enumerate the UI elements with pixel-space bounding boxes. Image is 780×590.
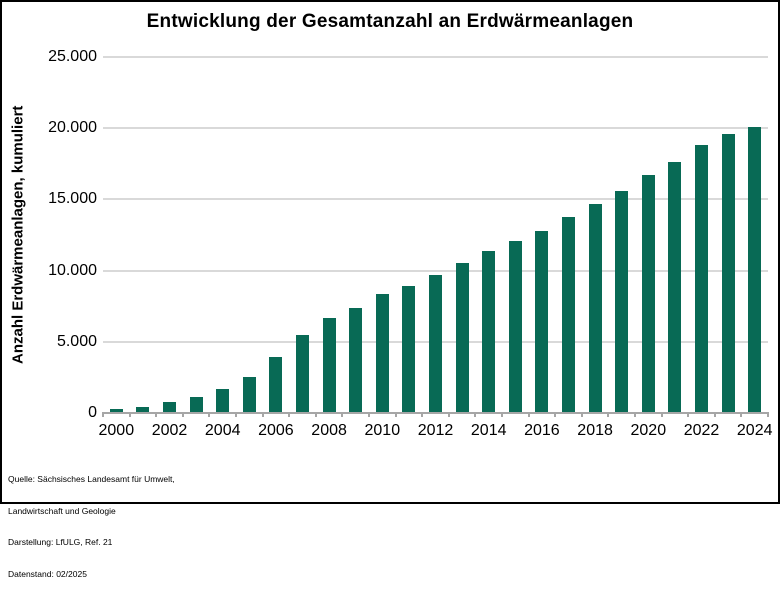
bar-2022 [695, 145, 708, 413]
source-line: Quelle: Sächsisches Landesamt für Umwelt… [8, 474, 175, 484]
gridline [103, 127, 768, 130]
x-axis-tick [394, 412, 397, 417]
x-axis-tick-label: 2010 [364, 422, 401, 439]
x-axis-tick-label: 2000 [98, 422, 135, 439]
bar-2007 [296, 335, 309, 413]
source-line: Datenstand: 02/2025 [8, 568, 87, 579]
x-axis-tick [527, 412, 530, 417]
x-axis-tick [767, 412, 769, 417]
bar-2014 [482, 251, 496, 413]
x-axis-tick [314, 412, 317, 417]
x-axis-tick [501, 412, 503, 417]
y-axis-tick-label: 10.000 [48, 261, 97, 279]
bar-2005 [242, 376, 256, 413]
bar-2010 [375, 294, 389, 413]
x-axis-tick [447, 412, 450, 417]
bar-2012 [429, 274, 442, 413]
x-axis-tick-label: 2002 [151, 422, 188, 439]
y-axis-tick-label: 5.000 [56, 332, 97, 350]
x-axis-tick [580, 412, 583, 417]
bar-2013 [455, 262, 469, 413]
bar-2018 [588, 203, 602, 413]
x-axis-tick [155, 412, 158, 417]
x-axis-tick [740, 412, 743, 417]
y-axis-tick-label: 15.000 [48, 190, 97, 208]
x-axis-tick [208, 412, 211, 417]
x-axis-tick-label: 2004 [204, 422, 241, 439]
x-axis-tick-label: 2008 [311, 422, 347, 439]
x-axis-tick [554, 412, 557, 417]
x-axis-tick [235, 412, 237, 417]
x-axis-tick-label: 2018 [577, 422, 613, 439]
bar-2024 [748, 126, 762, 413]
x-axis-tick [181, 412, 184, 417]
x-axis-tick-label: 2024 [736, 422, 773, 439]
x-axis-line [103, 412, 768, 414]
gridline [103, 269, 768, 272]
x-axis-tick-label: 2022 [683, 422, 720, 439]
x-axis-tick [660, 412, 663, 417]
bar-2009 [349, 307, 363, 413]
x-axis-tick [421, 412, 424, 417]
bar-2017 [562, 217, 575, 413]
image-border [0, 0, 780, 504]
x-axis-tick [634, 412, 636, 417]
x-axis-tick [607, 412, 610, 417]
bar-2021 [668, 161, 682, 413]
bar-2011 [402, 285, 416, 413]
x-axis-tick [261, 412, 264, 417]
source-line: Darstellung: LfULG, Ref. 21 [8, 537, 113, 547]
x-axis-tick-label: 2006 [258, 422, 294, 439]
x-axis-tick [687, 412, 690, 417]
x-axis-tick [368, 412, 370, 417]
bar-2001 [136, 406, 150, 413]
x-axis-tick [474, 412, 477, 417]
y-axis-tick-label: 0 [88, 404, 97, 421]
bar-2020 [641, 175, 655, 413]
source-note: Quelle: Sächsisches Landesamt für Umwelt… [8, 453, 175, 590]
x-axis-tick [713, 412, 716, 417]
bar-2004 [216, 388, 230, 413]
chart-title: Entwicklung der Gesamtanzahl an Erdwärme… [146, 11, 634, 32]
x-axis-tick-label: 2012 [417, 422, 454, 439]
bar-2002 [163, 402, 176, 413]
gridline [103, 56, 768, 58]
y-axis-tick-label: 20.000 [48, 119, 97, 137]
y-axis-tick-label: 25.000 [48, 48, 97, 65]
bar-2003 [189, 396, 203, 413]
x-axis-tick-label: 2016 [524, 422, 560, 439]
x-axis-tick [288, 412, 291, 417]
x-axis-tick-label: 2020 [630, 422, 667, 439]
gridline [103, 198, 768, 201]
bar-2015 [508, 240, 522, 413]
bar-2016 [535, 230, 549, 413]
source-line: Landwirtschaft und Geologie [8, 505, 116, 516]
plot-area: 0 5.000 10.000 15.000 20.000 25.000 2000 2002 20… [48, 48, 773, 439]
bar-2008 [322, 318, 336, 413]
bar-2019 [615, 190, 629, 413]
x-axis-tick [341, 412, 344, 417]
x-axis-tick [102, 412, 104, 417]
x-axis-tick-label: 2014 [470, 422, 507, 439]
bar-2023 [721, 133, 735, 413]
x-axis-tick [128, 412, 131, 417]
bar-2006 [269, 356, 283, 413]
bar-2000 [109, 408, 123, 413]
